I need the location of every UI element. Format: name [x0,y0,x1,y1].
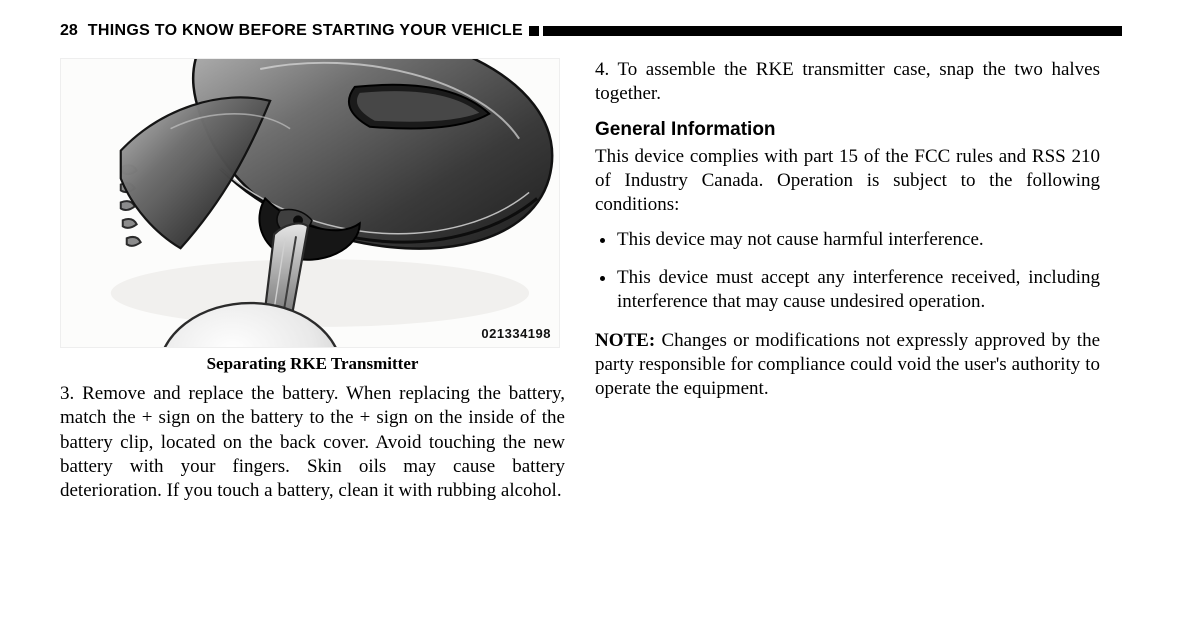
note-label: NOTE: [595,330,655,351]
note-paragraph: NOTE: Changes or modifications not expre… [595,329,1100,402]
header-rule-bar [543,26,1122,36]
figure-rke-transmitter: 021334198 [60,58,560,348]
condition-item: This device must accept any interference… [617,266,1100,315]
note-body: Changes or modifications not expressly a… [595,330,1100,400]
figure-caption: Separating RKE Transmitter [60,354,565,374]
conditions-list: This device may not cause harmful interf… [595,228,1100,315]
condition-item: This device may not cause harmful interf… [617,228,1100,252]
general-information-intro: This device complies with part 15 of the… [595,145,1100,218]
body-columns: 021334198 Separating RKE Transmitter 3. … [60,58,1122,516]
page-header: 28 THINGS TO KNOW BEFORE STARTING YOUR V… [60,22,1122,40]
figure-image-id: 021334198 [481,326,551,341]
general-information-heading: General Information [595,119,1100,141]
right-column: 4. To assemble the RKE transmitter case,… [595,58,1100,516]
manual-page: 28 THINGS TO KNOW BEFORE STARTING YOUR V… [0,0,1182,621]
section-title: THINGS TO KNOW BEFORE STARTING YOUR VEHI… [88,22,523,40]
left-column: 021334198 Separating RKE Transmitter 3. … [60,58,565,516]
header-rule-cap-icon [529,26,539,36]
step-3-text: 3. Remove and replace the battery. When … [60,382,565,504]
step-4-text: 4. To assemble the RKE transmitter case,… [595,58,1100,107]
rke-transmitter-illustration-icon [61,59,559,348]
page-number: 28 [60,22,78,40]
